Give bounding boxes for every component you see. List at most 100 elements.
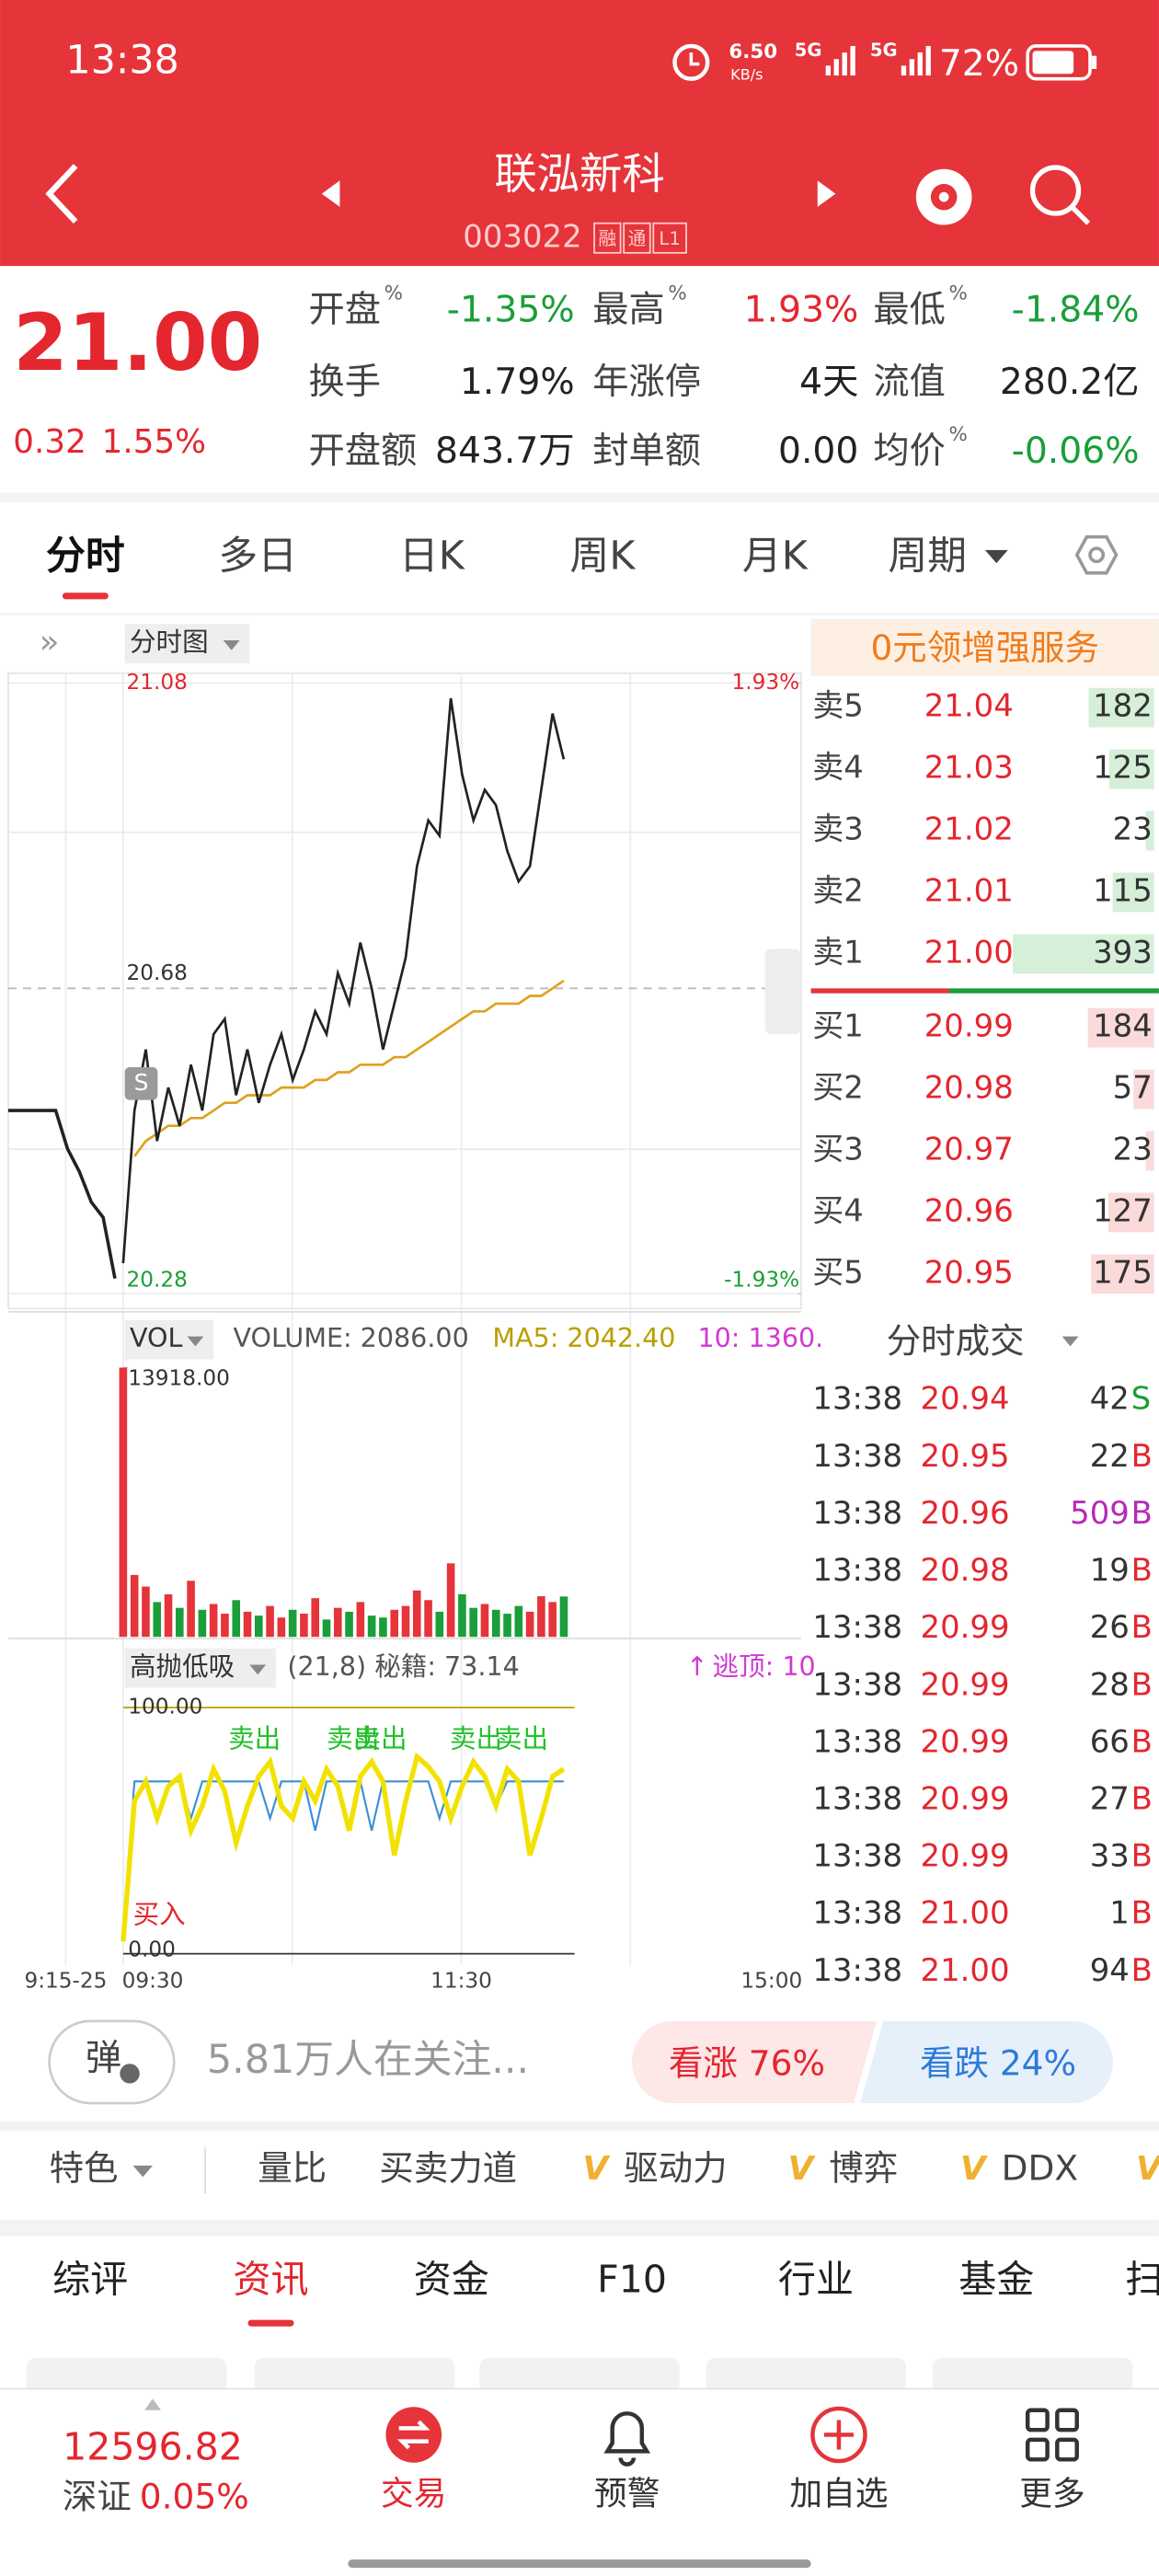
nav-label[interactable]: 预警 [594,2476,660,2513]
news-tab[interactable]: 扫 [1125,2258,1159,2302]
prev-stock[interactable] [321,180,340,207]
volume-bar [379,1617,387,1638]
sell-signal: 卖出 [450,1723,502,1754]
collapse-icon[interactable]: » [40,624,60,661]
stat-sup: % [668,282,686,305]
settings-hex[interactable] [1074,535,1119,575]
volume-bar [198,1609,207,1638]
trade-price: 21.00 [921,1895,1010,1931]
news-tab[interactable]: 行业 [778,2258,854,2302]
chart-tab[interactable]: 月K [742,533,809,579]
vip-mark: V [788,2150,816,2188]
book-price: 21.02 [924,811,1014,846]
depth-bar [1112,872,1154,913]
stat-label: 均价 [873,431,945,472]
feature-item[interactable]: 买卖力道 [379,2148,517,2189]
feature-item[interactable]: DDX [1002,2148,1078,2189]
chart-tab[interactable]: 日K [399,533,465,579]
stat-value: 843.7万 [435,431,575,472]
feature-menu[interactable]: 特色 [50,2148,119,2189]
price-change: 0.32 [13,423,86,461]
trade-vol: 94 [1090,1952,1130,1988]
book-vol: 57 [1113,1070,1153,1106]
nav-label[interactable]: 更多 [1019,2476,1084,2513]
trade-time: 13:38 [812,1552,902,1588]
nav-label[interactable]: 交易 [381,2476,446,2513]
news-tab[interactable]: 资金 [414,2258,489,2302]
chart-selector[interactable]: 分时图 [130,627,209,658]
chart-tab[interactable]: 周期 [889,533,968,579]
y2-tick-label: -1.93% [724,1267,799,1292]
x-tick-label: 15:00 [740,1968,802,1993]
volume-bar [514,1605,523,1638]
news-tab[interactable]: 综评 [52,2258,128,2302]
feature-item[interactable]: 量比 [258,2148,327,2189]
feature-item[interactable]: 驱动力 [624,2148,727,2189]
more-icon[interactable] [1025,2408,1079,2462]
book-price: 21.03 [924,750,1014,786]
tab-underline [62,592,109,600]
add-watch-icon[interactable] [810,2406,867,2464]
chart-selector[interactable]: VOL [130,1322,182,1353]
battery-text: 72% [939,43,1019,85]
trade-vol: 66 [1090,1723,1130,1759]
volume-bar [176,1607,184,1638]
volume-bar [266,1605,274,1638]
trade-side: B [1131,1838,1153,1874]
book-vol: 23 [1113,1131,1153,1167]
chart-tab[interactable]: 多日 [218,533,297,579]
alert-icon[interactable] [603,2411,651,2467]
back-button[interactable] [45,164,78,224]
bear-bg[interactable] [860,2020,1113,2104]
book-vol: 125 [1093,750,1153,786]
chart-tab[interactable]: 分时 [46,533,125,579]
volume-bar [503,1613,511,1638]
trade-icon[interactable] [385,2407,442,2463]
volume-bar [209,1604,218,1638]
volume-bar [537,1596,545,1638]
danmu-pill[interactable] [48,2019,176,2105]
trade-time: 13:38 [812,1609,902,1645]
next-stock[interactable] [817,180,836,207]
trades-title[interactable]: 分时成交 [887,1320,1025,1361]
volume-bar [243,1611,252,1638]
volume-bar [277,1617,286,1638]
book-vol: 175 [1093,1254,1153,1290]
bull-bg[interactable] [632,2020,878,2104]
chart-tab[interactable]: 周K [570,533,637,579]
news-tab[interactable]: 基金 [958,2258,1034,2302]
selector-caret [249,1664,267,1675]
feature-item[interactable]: 博弈 [829,2148,898,2189]
volume-bar [424,1600,432,1638]
selector-caret [223,639,240,650]
book-label: 买3 [812,1131,863,1167]
news-subchips [26,2357,1133,2394]
volume-bar [221,1613,229,1638]
escape-arrow: ↑ [686,1650,708,1682]
trade-time: 13:38 [812,1780,902,1816]
trade-time: 13:38 [812,1381,902,1417]
book-vol: 182 [1093,688,1153,724]
news-tab[interactable]: F10 [597,2258,667,2302]
sell-signal: 卖出 [355,1723,407,1754]
news-tab[interactable]: 资讯 [233,2258,308,2302]
volume-text: VOLUME: 2086.00 [233,1322,468,1353]
selector-caret [187,1336,204,1347]
book-label: 卖2 [812,872,863,908]
chart-selector[interactable]: 高抛低吸 [130,1650,235,1682]
sell-signal: 卖出 [327,1723,379,1754]
volume-bar [548,1602,557,1638]
nav-label[interactable]: 加自选 [789,2476,888,2513]
volume-bar [480,1604,489,1638]
assistant-icon[interactable] [915,168,972,225]
indicator-escape: 逃顶: 10 [713,1650,816,1682]
depth-bar [1108,1192,1154,1233]
ma5-text: MA5: 2042.40 [492,1322,675,1353]
promo-text[interactable]: 0元领增强服务 [870,627,1099,668]
search-button[interactable] [1029,165,1091,225]
volume-bar [412,1590,421,1638]
price-line [121,697,566,1264]
trade-side: B [1131,1495,1153,1531]
trade-time: 13:38 [812,1895,902,1931]
stat-value: 280.2亿 [1000,362,1140,403]
